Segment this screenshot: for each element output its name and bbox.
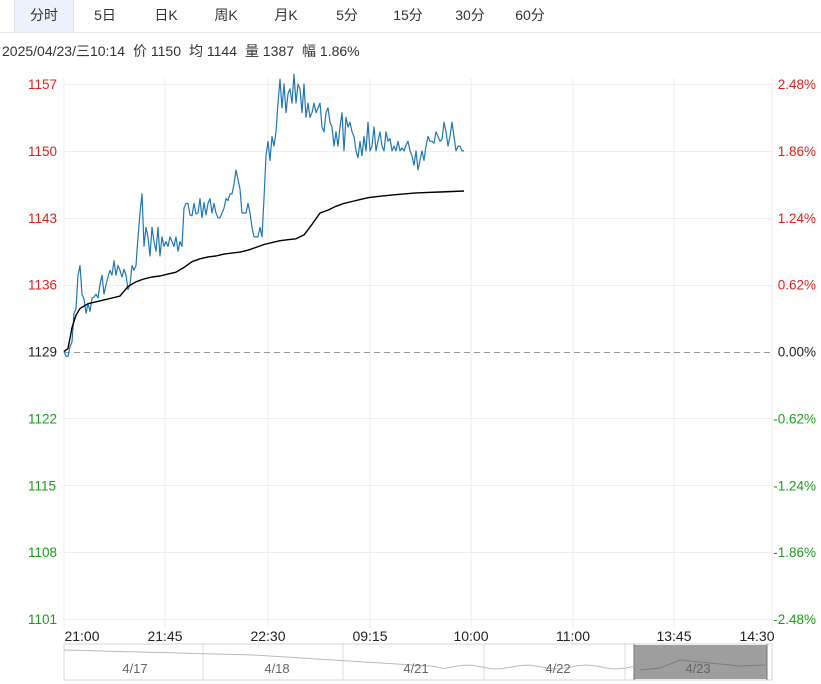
navigator-date-label: 4/18 xyxy=(264,661,289,676)
info-datetime: 2025/04/23/三10:14 xyxy=(2,43,125,59)
period-tabs: 分时 5日 日K 周K 月K 5分 15分 30分 60分 xyxy=(0,0,821,33)
y-tick-right: 0.00% xyxy=(778,345,816,360)
navigator-date-label: 4/17 xyxy=(122,661,147,676)
x-tick: 13:45 xyxy=(656,628,691,644)
y-tick-right: -1.86% xyxy=(773,545,816,560)
x-tick: 21:00 xyxy=(64,628,99,644)
y-tick-right: 1.24% xyxy=(778,211,816,226)
y-tick-left: 1143 xyxy=(28,211,57,226)
y-tick-right: -2.48% xyxy=(773,612,816,627)
x-tick: 22:30 xyxy=(250,628,285,644)
x-tick: 14:30 xyxy=(739,628,774,644)
price-line xyxy=(63,73,464,357)
navigator-date-label: 4/23 xyxy=(685,661,710,676)
navigator-selected-trend xyxy=(639,659,766,671)
tab-6[interactable]: 5分 xyxy=(336,7,358,23)
tab-3[interactable]: 日K xyxy=(154,7,178,23)
y-tick-left: 1150 xyxy=(28,144,57,159)
avg-price-line xyxy=(63,190,465,353)
x-tick: 21:45 xyxy=(147,628,182,644)
y-tick-right: 1.86% xyxy=(778,144,816,159)
y-tick-left: 1157 xyxy=(28,77,57,92)
y-tick-left: 1122 xyxy=(28,411,57,426)
y-tick-right: 2.48% xyxy=(778,77,816,92)
tab-9[interactable]: 60分 xyxy=(515,7,545,23)
info-price: 价 1150 xyxy=(133,43,181,59)
x-tick: 10:00 xyxy=(453,628,488,644)
tab-1[interactable]: 分时 xyxy=(14,0,74,32)
tab-5[interactable]: 月K xyxy=(274,7,298,23)
info-change: 幅 1.86% xyxy=(302,43,360,59)
info-volume: 量 1387 xyxy=(245,43,295,59)
y-tick-right: 0.62% xyxy=(778,278,816,293)
y-tick-right: -1.24% xyxy=(773,478,816,493)
tab-8[interactable]: 30分 xyxy=(455,7,485,23)
y-tick-right: -0.62% xyxy=(773,411,816,426)
y-tick-left: 1136 xyxy=(28,278,57,293)
x-tick: 11:00 xyxy=(556,628,590,644)
tab-7[interactable]: 15分 xyxy=(393,7,423,23)
y-tick-left: 1101 xyxy=(28,612,57,627)
tab-2[interactable]: 5日 xyxy=(94,7,116,23)
tab-4[interactable]: 周K xyxy=(214,7,238,23)
y-tick-left: 1115 xyxy=(28,478,56,493)
x-tick: 09:15 xyxy=(352,628,387,644)
y-tick-left: 1129 xyxy=(28,345,57,360)
navigator-date-label: 4/21 xyxy=(403,661,428,676)
info-avg: 均 1144 xyxy=(189,43,237,59)
quote-info-bar: 2025/04/23/三10:14 价 1150 均 1144 量 1387 幅 1.8… xyxy=(2,41,368,61)
navigator-date-label: 4/22 xyxy=(545,661,570,676)
navigator-trend xyxy=(63,649,635,670)
y-tick-left: 1108 xyxy=(28,545,57,560)
